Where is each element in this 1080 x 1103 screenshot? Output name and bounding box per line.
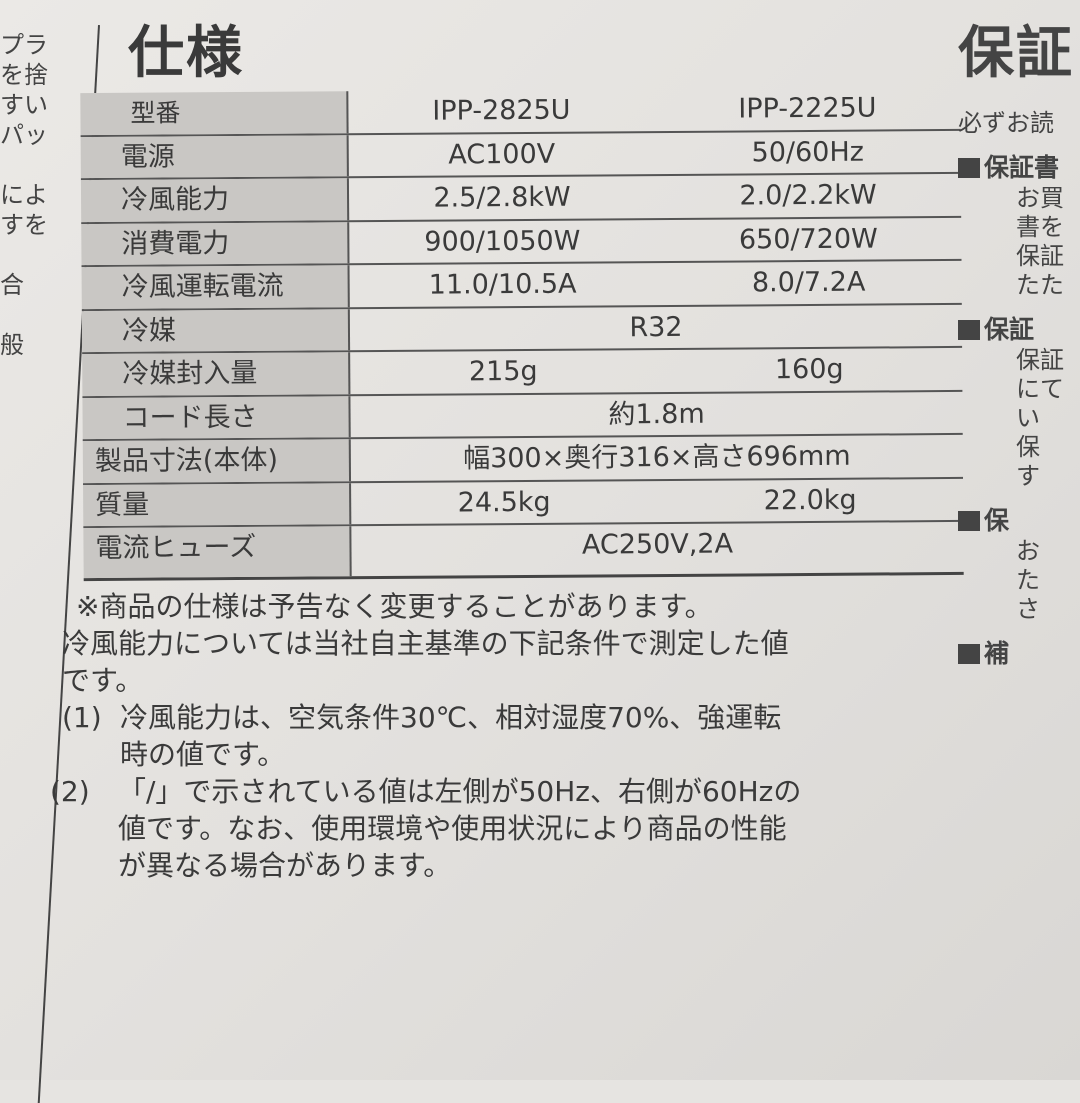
row-label: 質量 bbox=[83, 482, 352, 527]
cell-value: 650/720W bbox=[738, 223, 878, 255]
text-fragment: すい bbox=[0, 91, 48, 119]
cell-value: 約1.8m bbox=[608, 398, 705, 430]
cell-value: 24.5kg bbox=[457, 486, 551, 518]
row-values: 900/1050W 650/720W bbox=[349, 217, 961, 263]
cell-value: R32 bbox=[629, 311, 683, 343]
row-values: 11.0/10.5A 8.0/7.2A bbox=[350, 261, 962, 307]
table-row: 質量 24.5kg 22.0kg bbox=[83, 478, 964, 529]
row-values: 215g 160g bbox=[350, 348, 962, 394]
document-page: プラ を捨 すい パッ によ すを 合 般 仕様 型番 IPP-2825U IPP-2225… bbox=[0, 0, 1080, 1080]
left-column-fragments: プラ を捨 すい パッ によ すを 合 般 bbox=[0, 30, 60, 420]
row-label: 電源 bbox=[80, 134, 349, 179]
row-label: 製品寸法(本体) bbox=[82, 439, 352, 483]
warranty-section-heading: 保証 bbox=[958, 310, 1080, 346]
text-fragment: パッ bbox=[0, 121, 48, 149]
section-title: 仕様 bbox=[128, 21, 244, 86]
table-row: 消費電力 900/1050W 650/720W bbox=[81, 217, 962, 268]
cell-value: AC100V bbox=[448, 138, 556, 171]
row-label: 消費電力 bbox=[81, 221, 350, 266]
table-row: 冷媒 R32 bbox=[81, 304, 963, 355]
cell-value: 900/1050W bbox=[424, 225, 581, 258]
warranty-text: にて bbox=[1016, 375, 1064, 403]
note-item-1: (1) 冷風能力は、空気条件30℃、相対湿度70%、強運転 時の値です。 bbox=[62, 701, 782, 771]
warranty-text: す bbox=[1016, 462, 1040, 490]
cell-value: 8.0/7.2A bbox=[751, 266, 866, 299]
note-text: です。 bbox=[62, 664, 144, 697]
row-values: IPP-2825U IPP-2225U bbox=[348, 87, 960, 133]
note-item-2: (2) 「/」で示されている値は左側が50Hz、右側が60Hzの 値です。なお、使… bbox=[50, 775, 802, 882]
warranty-text: い bbox=[1016, 404, 1040, 432]
cell-value: 11.0/10.5A bbox=[428, 268, 577, 301]
warranty-text: た bbox=[1016, 566, 1040, 594]
warranty-intro: 必ずお読 bbox=[958, 109, 1054, 137]
table-row: 電流ヒューズ AC250V,2A bbox=[83, 521, 964, 582]
warranty-title: 保証 bbox=[958, 21, 1074, 86]
row-values: AC250V,2A bbox=[351, 522, 963, 576]
cell-value: 幅300×奥行316×高さ696mm bbox=[463, 440, 851, 475]
text-fragment bbox=[0, 390, 60, 420]
text-fragment: すを bbox=[0, 211, 48, 239]
row-label: 電流ヒューズ bbox=[83, 526, 352, 579]
warranty-section-heading: 保証書 bbox=[958, 148, 1080, 184]
warranty-text: 保証 bbox=[1016, 242, 1064, 270]
cell-value: 215g bbox=[468, 355, 538, 388]
text-fragment: 般 bbox=[0, 331, 24, 359]
row-label: 冷媒 bbox=[81, 308, 351, 353]
warranty-column: 保証 必ずお読 保証書 お買 書を 保証 たた 保証 保証 にてい保す保おたさ補 bbox=[958, 8, 1080, 670]
warranty-section-heading: 補 bbox=[958, 634, 1080, 670]
table-row: 電源 AC100V 50/60Hz bbox=[80, 130, 961, 181]
row-values: 約1.8m bbox=[350, 391, 962, 437]
cell-value: 50/60Hz bbox=[751, 136, 864, 168]
warranty-text: 書を bbox=[1016, 213, 1064, 241]
row-label: 型番 bbox=[80, 91, 349, 135]
cell-value: AC250V,2A bbox=[581, 528, 734, 561]
cell-value: IPP-2825U bbox=[432, 94, 571, 127]
row-values: 24.5kg 22.0kg bbox=[351, 478, 963, 524]
cell-value: IPP-2225U bbox=[738, 92, 877, 125]
cell-value: 2.5/2.8kW bbox=[433, 181, 571, 214]
text-fragment bbox=[0, 240, 60, 270]
spec-table: 型番 IPP-2825U IPP-2225U 電源 AC100V 50/60Hz 冷風能力 2… bbox=[80, 86, 964, 582]
warranty-text: さ bbox=[1016, 595, 1040, 623]
row-label: 冷風運転電流 bbox=[81, 265, 350, 309]
text-fragment bbox=[0, 300, 60, 330]
table-row: 冷媒封入量 215g 160g bbox=[82, 347, 963, 398]
text-fragment: 合 bbox=[0, 271, 24, 299]
warranty-section-heading: 保 bbox=[958, 501, 1080, 537]
table-row: 冷風能力 2.5/2.8kW 2.0/2.2kW bbox=[80, 173, 962, 224]
text-fragment: プラ bbox=[0, 31, 48, 59]
warranty-text: 保証 bbox=[1016, 346, 1064, 374]
warranty-text: たた bbox=[1016, 271, 1064, 299]
row-label: コード長さ bbox=[82, 395, 351, 440]
table-row: コード長さ 約1.8m bbox=[82, 391, 963, 442]
warranty-text: お買 bbox=[1016, 184, 1064, 212]
row-label: 冷媒封入量 bbox=[82, 352, 351, 396]
note-text: 冷風能力については当社自主基準の下記条件で測定した値 bbox=[62, 627, 789, 660]
cell-value: 22.0kg bbox=[763, 484, 857, 516]
row-values: 2.5/2.8kW 2.0/2.2kW bbox=[349, 174, 961, 220]
text-fragment bbox=[0, 360, 60, 390]
row-values: AC100V 50/60Hz bbox=[349, 130, 961, 176]
notes: ※商品の仕様は予告なく変更することがあります。 冷風能力については当社自主基準の… bbox=[50, 588, 992, 884]
row-values: R32 bbox=[350, 304, 962, 350]
warranty-text: お bbox=[1016, 537, 1040, 565]
text-fragment: によ bbox=[0, 181, 48, 209]
row-values: 幅300×奥行316×高さ696mm bbox=[351, 435, 963, 481]
table-row: 型番 IPP-2825U IPP-2225U bbox=[80, 86, 961, 137]
table-row: 製品寸法(本体) 幅300×奥行316×高さ696mm bbox=[82, 434, 964, 485]
cell-value: 2.0/2.2kW bbox=[739, 179, 877, 212]
row-label: 冷風能力 bbox=[80, 178, 350, 222]
text-fragment bbox=[0, 150, 60, 180]
table-row: 冷風運転電流 11.0/10.5A 8.0/7.2A bbox=[81, 260, 962, 311]
warranty-text: 保 bbox=[1016, 433, 1040, 461]
note-disclaimer: ※商品の仕様は予告なく変更することがあります。 bbox=[76, 590, 713, 623]
text-fragment: を捨 bbox=[0, 61, 48, 89]
cell-value: 160g bbox=[774, 353, 844, 386]
